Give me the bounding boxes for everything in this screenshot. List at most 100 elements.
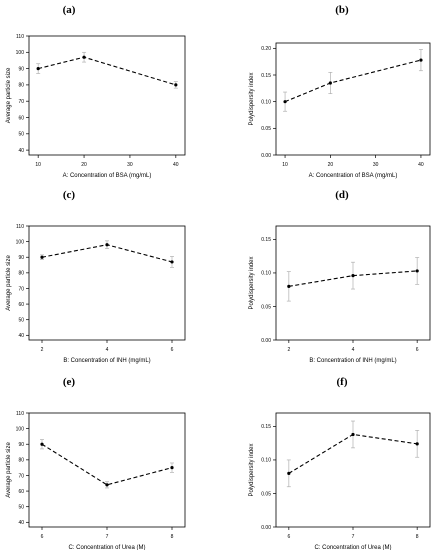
- x-tick-label: 10: [282, 162, 288, 168]
- x-tick-label: 20: [328, 162, 334, 168]
- y-tick-label: 0.00: [261, 153, 271, 159]
- x-axis-label: C: Concentration of Urea (M): [68, 545, 145, 550]
- data-point: [351, 274, 355, 278]
- data-point: [82, 55, 86, 59]
- x-tick-label: 40: [173, 162, 179, 168]
- x-tick-label: 8: [416, 534, 419, 540]
- y-tick-label: 50: [18, 317, 24, 323]
- series-line: [41, 443, 173, 486]
- panel-label-d: (d): [335, 189, 349, 201]
- y-tick-label: 50: [18, 132, 24, 138]
- y-tick-label: 110: [16, 34, 24, 40]
- x-tick-label: 4: [106, 347, 109, 353]
- x-tick-label: 30: [373, 162, 379, 168]
- data-point: [40, 255, 44, 259]
- x-tick-label: 10: [35, 162, 41, 168]
- x-tick-label: 6: [287, 534, 290, 540]
- y-tick-label: 40: [18, 148, 24, 154]
- y-tick-label: 100: [16, 50, 25, 56]
- y-tick-label: 110: [16, 224, 24, 230]
- x-tick-label: 4: [352, 347, 355, 353]
- y-tick-label: 80: [18, 83, 24, 89]
- y-axis-label: Polydispersity index: [249, 256, 255, 309]
- chart-panel: 10 20 30 40 0.00 0.05 0.10 0.15 0.20 A: Concentra…: [249, 42, 431, 179]
- data-point: [40, 442, 44, 446]
- y-axis-label: Polydispersity index: [249, 72, 255, 125]
- y-axis-label: Average particle size: [6, 255, 12, 311]
- data-point: [351, 432, 355, 437]
- y-axis-label: Average particle size: [6, 442, 12, 498]
- x-tick-label: 8: [171, 534, 174, 540]
- y-tick-label: 60: [18, 115, 24, 121]
- data-point: [283, 100, 287, 104]
- x-tick-label: 30: [127, 162, 133, 168]
- panel-label-e: (e): [62, 376, 76, 388]
- series-line: [284, 59, 422, 103]
- y-axis-label: Polydispersity index: [249, 443, 255, 496]
- y-tick-label: 40: [18, 520, 24, 526]
- data-point: [170, 466, 174, 470]
- x-axis-label: A: Concentration of BSA (mg/mL): [309, 173, 398, 179]
- plot-frame: [28, 35, 186, 156]
- data-point: [419, 58, 423, 62]
- x-tick-label: 7: [352, 534, 355, 540]
- x-axis-label: B: Concentration of INH (mg/mL): [309, 358, 396, 364]
- y-tick-label: 80: [18, 271, 24, 277]
- y-tick-label: 100: [16, 426, 25, 432]
- panel-label-a: (a): [62, 4, 76, 16]
- y-tick-label: 50: [18, 504, 24, 510]
- plot-frame: [275, 42, 431, 156]
- y-tick-label: 40: [18, 333, 24, 339]
- y-tick-label: 90: [18, 442, 24, 448]
- chart-panel: 2 4 6 0.00 0.05 0.10 0.15 B: Concentration of I…: [249, 225, 431, 364]
- y-tick-label: 70: [18, 473, 24, 479]
- x-tick-label: 40: [418, 162, 424, 168]
- y-tick-label: 0.00: [261, 525, 271, 531]
- chart-panel: 2 4 6 40 50 60 70 80 90 100 110 B: Concentration of…: [6, 224, 186, 364]
- y-tick-label: 0.15: [261, 73, 271, 79]
- data-point: [36, 67, 40, 71]
- series-line: [38, 56, 176, 86]
- y-tick-label: 0.10: [261, 99, 271, 105]
- y-tick-label: 60: [18, 302, 24, 308]
- y-tick-label: 0.10: [261, 458, 271, 464]
- x-axis-label: A: Concentration of BSA (mg/mL): [63, 173, 152, 179]
- y-tick-label: 0.20: [261, 46, 271, 52]
- y-tick-label: 90: [18, 255, 24, 261]
- y-tick-label: 0.05: [261, 304, 271, 310]
- chart-panel: 10 20 30 40 40 50 60 70 80 90 100 110 A: Concentrati…: [6, 34, 186, 179]
- x-tick-label: 2: [287, 347, 290, 353]
- data-point: [105, 483, 109, 487]
- chart-panel: 6 7 8 40 50 60 70 80 90 100 110 C: Concentration of…: [6, 411, 186, 550]
- y-tick-label: 90: [18, 66, 24, 72]
- x-axis-label: C: Concentration of Urea (M): [314, 545, 391, 550]
- x-tick-label: 20: [81, 162, 87, 168]
- y-tick-label: 0.05: [261, 491, 271, 497]
- y-tick-label: 0.10: [261, 271, 271, 277]
- data-point: [287, 284, 291, 288]
- x-tick-label: 6: [416, 347, 419, 353]
- x-tick-label: 6: [41, 534, 44, 540]
- y-tick-label: 0.05: [261, 126, 271, 132]
- y-tick-label: 70: [18, 99, 24, 105]
- panel-label-f: (f): [336, 376, 348, 388]
- y-tick-label: 0.15: [261, 424, 271, 430]
- y-tick-label: 0.15: [261, 237, 271, 243]
- y-tick-label: 100: [16, 239, 25, 245]
- data-point: [174, 83, 178, 87]
- y-tick-label: 110: [16, 411, 24, 417]
- x-tick-label: 7: [106, 534, 109, 540]
- data-point: [328, 81, 332, 85]
- data-point: [415, 269, 419, 273]
- panel-label-b: (b): [335, 4, 349, 16]
- chart-panel: 6 7 8 0.00 0.05 0.10 0.15 C: Concentration of U…: [249, 412, 431, 550]
- x-tick-label: 6: [171, 347, 174, 353]
- y-tick-label: 70: [18, 286, 24, 292]
- y-tick-label: 0.00: [261, 338, 271, 344]
- y-tick-label: 80: [18, 458, 24, 464]
- y-tick-label: 60: [18, 489, 24, 495]
- data-point: [415, 442, 419, 446]
- data-point: [287, 471, 291, 475]
